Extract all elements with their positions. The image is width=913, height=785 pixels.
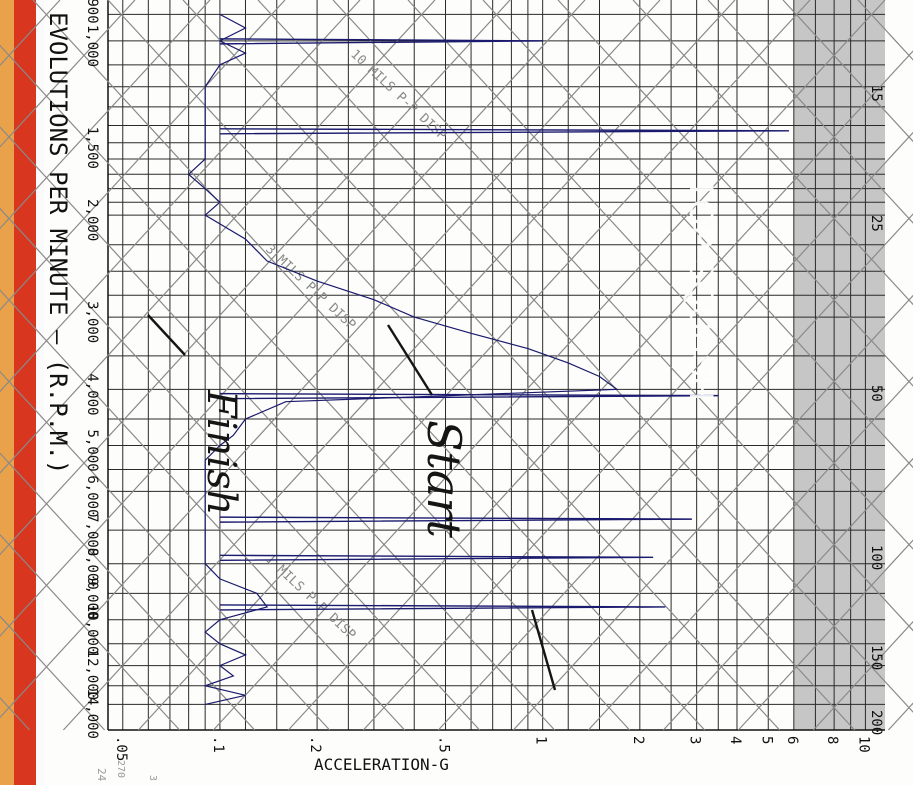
accel-tick-label: 3: [687, 736, 703, 744]
velocity-line: [0, 452, 256, 731]
rpm-tick-label: 1,000: [84, 25, 100, 67]
velocity-tick-label: 200: [868, 710, 884, 735]
rpm-tick-label: 5,000: [84, 430, 100, 472]
velocity-line: [557, 0, 913, 387]
displacement-line: [0, 0, 436, 474]
rpm-tick-label: 14,000: [84, 688, 100, 739]
velocity-line: [632, 0, 913, 306]
displacement-line: [0, 0, 211, 230]
velocity-line: [0, 289, 406, 731]
rpm-tick-label: 1,500: [84, 127, 100, 169]
rpm-tick-label: 12,000: [84, 650, 100, 701]
displacement-line: [62, 0, 736, 731]
binding-strip-red: [14, 0, 38, 785]
displacement-line: [0, 0, 511, 556]
rpm-tick-label: 7,000: [84, 514, 100, 556]
displacement-line: [662, 457, 913, 731]
velocity-line: [407, 0, 913, 550]
velocity-line: [107, 0, 781, 731]
trace-peak: [219, 392, 719, 400]
accel-tick-label: 4: [727, 736, 743, 744]
y-axis-title: ACCELERATION-G: [314, 755, 449, 774]
accel-tick-label: .2: [307, 736, 323, 753]
handwritten-stroke: [147, 314, 186, 356]
displacement-line: [137, 0, 811, 731]
displacement-line: [0, 0, 361, 393]
velocity-line: [482, 0, 913, 469]
displacement-line: [587, 376, 913, 731]
velocity-tick-label: 15: [868, 85, 884, 102]
velocity-line: [182, 0, 856, 731]
displacement-line: [0, 0, 286, 311]
displacement-line: [212, 0, 886, 731]
velocity-line: [0, 370, 331, 731]
accel-tick-label: 2: [630, 736, 646, 744]
handwritten-annotations: Start Finish: [147, 314, 557, 691]
rpm-tick-label: 9,000: [84, 577, 100, 619]
binding-strip-white: [36, 0, 44, 785]
rpm-tick-label: 900: [84, 0, 100, 24]
accel-tick-label: 8: [824, 736, 840, 744]
displacement-line: [0, 0, 136, 148]
trace-line: [187, 13, 619, 705]
velocity-tick-label: 100: [868, 545, 884, 570]
velocity-tick-label: 25: [868, 215, 884, 232]
handwritten-stroke: [386, 324, 434, 396]
velocity-line: [332, 0, 913, 632]
rpm-tick-label: 4,000: [84, 373, 100, 415]
displacement-line: [512, 294, 913, 731]
rpm-tick-label: 2,000: [84, 199, 100, 241]
velocity-line: [0, 533, 181, 731]
stray-number-270: 270: [115, 760, 126, 778]
top-squash-shaded-region: [793, 0, 885, 730]
trace-peak: [219, 554, 654, 562]
trace-peak: [219, 516, 692, 523]
velocity-line: [707, 0, 913, 224]
stray-number-24: 24: [95, 768, 108, 782]
velocity-line: [257, 0, 913, 713]
trace-peak: [219, 38, 543, 45]
handwritten-stroke: [530, 609, 557, 691]
rpm-tick-label: 10,000: [84, 604, 100, 655]
accel-tick-label: .05: [113, 736, 129, 761]
accel-tick-label: 5: [758, 736, 774, 744]
stray-number-3: 3: [147, 775, 158, 781]
velocity-line: [782, 0, 913, 143]
x-axis-title: EVOLUTIONS PER MINUTE – (R.P.M.): [44, 12, 72, 474]
top-squash-label: TOP SQUASH: [682, 179, 720, 401]
displacement-line: [0, 0, 661, 719]
velocity-tick-label: 150: [868, 645, 884, 670]
accel-tick-label: 1: [533, 736, 549, 744]
accel-tick-label: 6: [784, 736, 800, 744]
velocity-line: [32, 0, 706, 731]
accel-tick-label: .1: [210, 736, 226, 753]
handwritten-note: Finish: [198, 389, 244, 515]
rpm-tick-label: 3,000: [84, 301, 100, 343]
rpm-tick-label: 8,000: [84, 548, 100, 590]
displacement-line: [737, 539, 913, 731]
accel-tick-label: 10: [855, 736, 871, 753]
accel-tick-label: .5: [436, 736, 452, 753]
trace-peak: [219, 128, 790, 135]
handwritten-note: Start: [417, 420, 471, 538]
trace-peak: [219, 604, 666, 611]
displacement-line: [0, 0, 586, 637]
vibration-trace: [187, 13, 790, 705]
velocity-tick-label: 50: [868, 385, 884, 402]
rpm-tick-label: 6,000: [84, 475, 100, 517]
